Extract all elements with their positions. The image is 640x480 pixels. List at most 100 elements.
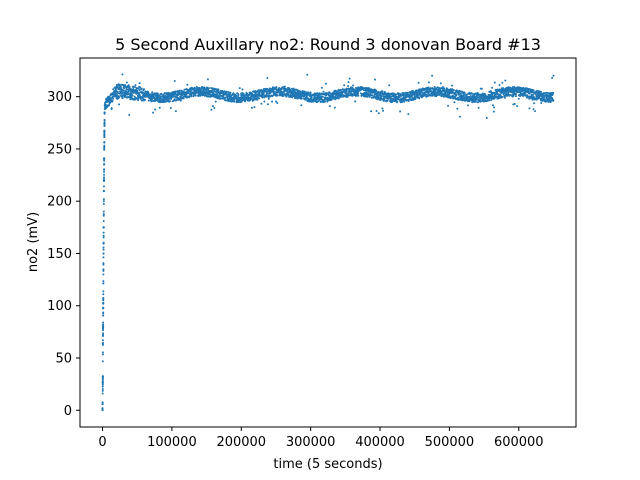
data-point — [118, 103, 121, 106]
data-point — [169, 106, 172, 109]
data-point — [237, 93, 240, 96]
data-point — [103, 176, 106, 179]
data-point — [295, 93, 298, 96]
data-point — [276, 94, 279, 97]
data-point — [512, 103, 515, 106]
data-point — [102, 301, 105, 304]
data-point — [102, 314, 105, 317]
data-point — [479, 100, 482, 103]
data-point — [178, 90, 181, 93]
data-point — [102, 298, 105, 301]
data-point — [214, 100, 217, 103]
x-tick-label: 600000 — [494, 435, 544, 450]
data-point — [516, 105, 519, 108]
data-point — [337, 93, 340, 96]
data-point — [494, 93, 497, 96]
data-point — [276, 101, 279, 104]
data-point — [334, 95, 337, 98]
data-point — [211, 87, 214, 90]
data-point — [147, 99, 150, 102]
data-point — [341, 88, 344, 91]
data-point — [370, 96, 373, 99]
x-tick-label: 100000 — [147, 435, 197, 450]
data-point — [176, 99, 179, 102]
data-point — [103, 125, 106, 128]
y-tick-label: 300 — [47, 90, 72, 105]
data-point — [309, 91, 312, 94]
data-point — [321, 95, 324, 98]
data-point — [103, 144, 106, 147]
data-point — [306, 97, 309, 100]
data-point — [427, 86, 430, 89]
data-point — [545, 99, 548, 102]
data-point — [119, 85, 122, 88]
data-point — [418, 97, 421, 100]
data-point — [137, 87, 140, 90]
data-point — [250, 106, 253, 109]
data-point — [101, 375, 104, 378]
data-point — [180, 89, 183, 92]
data-point — [102, 200, 105, 203]
data-point — [492, 110, 495, 113]
data-point — [154, 108, 157, 111]
data-point — [151, 91, 154, 94]
data-point — [121, 73, 124, 76]
data-point — [451, 84, 454, 87]
data-point — [471, 92, 474, 95]
data-point — [165, 100, 168, 103]
data-point — [103, 173, 106, 176]
data-point — [101, 402, 104, 405]
data-point — [354, 100, 357, 103]
data-point — [103, 159, 106, 162]
x-tick-label: 400000 — [355, 435, 405, 450]
data-point — [127, 93, 130, 96]
data-point — [441, 94, 444, 97]
data-point — [381, 107, 384, 110]
data-point — [188, 95, 191, 98]
data-point — [413, 93, 416, 96]
data-point — [121, 91, 124, 94]
data-point — [501, 96, 504, 99]
data-point — [549, 101, 552, 104]
data-point — [331, 98, 334, 101]
data-point — [109, 93, 112, 96]
data-point — [389, 95, 392, 98]
data-point — [103, 141, 106, 144]
data-point — [410, 99, 413, 102]
data-point — [102, 202, 105, 205]
data-point — [102, 282, 105, 285]
data-point — [496, 92, 499, 95]
data-point — [157, 93, 160, 96]
data-point — [306, 73, 309, 76]
data-point — [151, 111, 154, 114]
y-axis-ticks: 0 50 100 150 200 250 300 — [47, 90, 80, 419]
data-point — [206, 95, 209, 98]
data-point — [258, 97, 261, 100]
data-point — [213, 106, 216, 109]
data-point — [105, 98, 108, 101]
data-point — [101, 392, 104, 395]
data-point — [118, 96, 121, 99]
y-tick-label: 200 — [47, 195, 72, 210]
data-point — [194, 94, 197, 97]
data-point — [491, 104, 494, 107]
data-point — [229, 92, 232, 95]
data-point — [406, 93, 409, 96]
data-point — [348, 77, 351, 80]
data-point — [253, 106, 256, 109]
data-point — [102, 246, 105, 249]
data-point — [179, 99, 182, 102]
data-point — [254, 93, 257, 96]
data-point — [534, 110, 537, 113]
data-point — [263, 100, 266, 103]
data-point — [399, 92, 402, 95]
data-point — [102, 321, 105, 324]
data-point — [320, 86, 323, 89]
data-point — [435, 88, 438, 91]
data-point — [457, 96, 460, 99]
data-point — [102, 219, 105, 222]
data-point — [131, 94, 134, 97]
data-point — [266, 92, 269, 95]
